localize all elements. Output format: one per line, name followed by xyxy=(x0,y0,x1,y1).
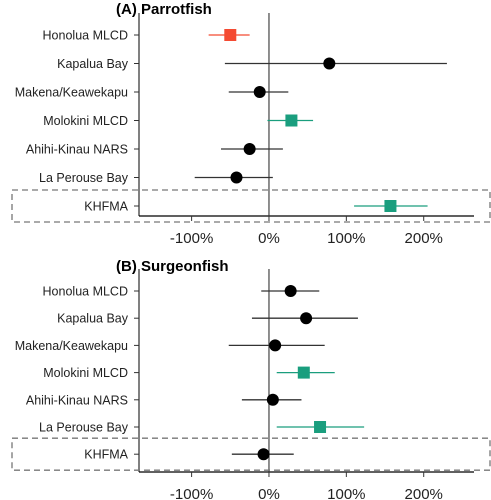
category-label: Makena/Keawekapu xyxy=(15,86,128,100)
point-estimate-square xyxy=(297,366,310,379)
category-label: Kapalua Bay xyxy=(57,57,129,71)
panel-title: (A) Parrotfish xyxy=(116,1,212,18)
point-estimate-circle xyxy=(243,143,256,155)
category-label: Honolua MLCD xyxy=(43,29,128,43)
highlight-box xyxy=(11,189,491,223)
x-tick-label: 0% xyxy=(258,230,280,247)
point-estimate-square xyxy=(224,29,237,41)
point-estimate-circle xyxy=(269,339,282,352)
point-estimate-circle xyxy=(323,57,336,70)
point-estimate-circle xyxy=(253,86,266,98)
point-estimate-circle xyxy=(230,171,243,184)
highlight-box xyxy=(11,437,491,471)
point-estimate-square xyxy=(384,200,397,212)
x-tick-label: 100% xyxy=(327,486,365,500)
point-estimate-circle xyxy=(266,393,279,406)
category-label: Honolua MLCD xyxy=(43,285,128,299)
category-label: KHFMA xyxy=(84,448,128,462)
panel-title: (B) Surgeonfish xyxy=(116,258,229,275)
category-label: Molokini MLCD xyxy=(43,366,128,380)
category-label: La Perouse Bay xyxy=(39,421,129,435)
x-tick-label: 200% xyxy=(405,230,443,247)
panel-b: (B) Surgeonfish Honolua MLCD Kapalua Bay Ma… xyxy=(11,258,491,500)
x-tick-label: 200% xyxy=(405,486,443,500)
point-estimate-circle xyxy=(300,312,313,325)
x-tick-label: 100% xyxy=(327,230,365,247)
point-estimate-square xyxy=(314,421,327,433)
point-estimate-square xyxy=(285,114,298,127)
x-tick-label: 0% xyxy=(258,486,280,500)
point-estimate-circle xyxy=(284,285,297,297)
category-label: Ahihi-Kinau NARS xyxy=(26,143,128,157)
category-label: La Perouse Bay xyxy=(39,171,129,185)
point-estimate-circle xyxy=(257,448,270,461)
x-tick-label: -100% xyxy=(170,230,213,247)
category-label: KHFMA xyxy=(84,200,128,214)
x-tick-label: -100% xyxy=(170,486,213,500)
category-label: Makena/Keawekapu xyxy=(15,339,128,353)
panel-a: (A) Parrotfish Honolua MLCD Kapalua Bay Mak… xyxy=(11,1,491,247)
category-label: Ahihi-Kinau NARS xyxy=(26,393,128,407)
category-label: Molokini MLCD xyxy=(43,114,128,128)
category-label: Kapalua Bay xyxy=(57,312,129,326)
